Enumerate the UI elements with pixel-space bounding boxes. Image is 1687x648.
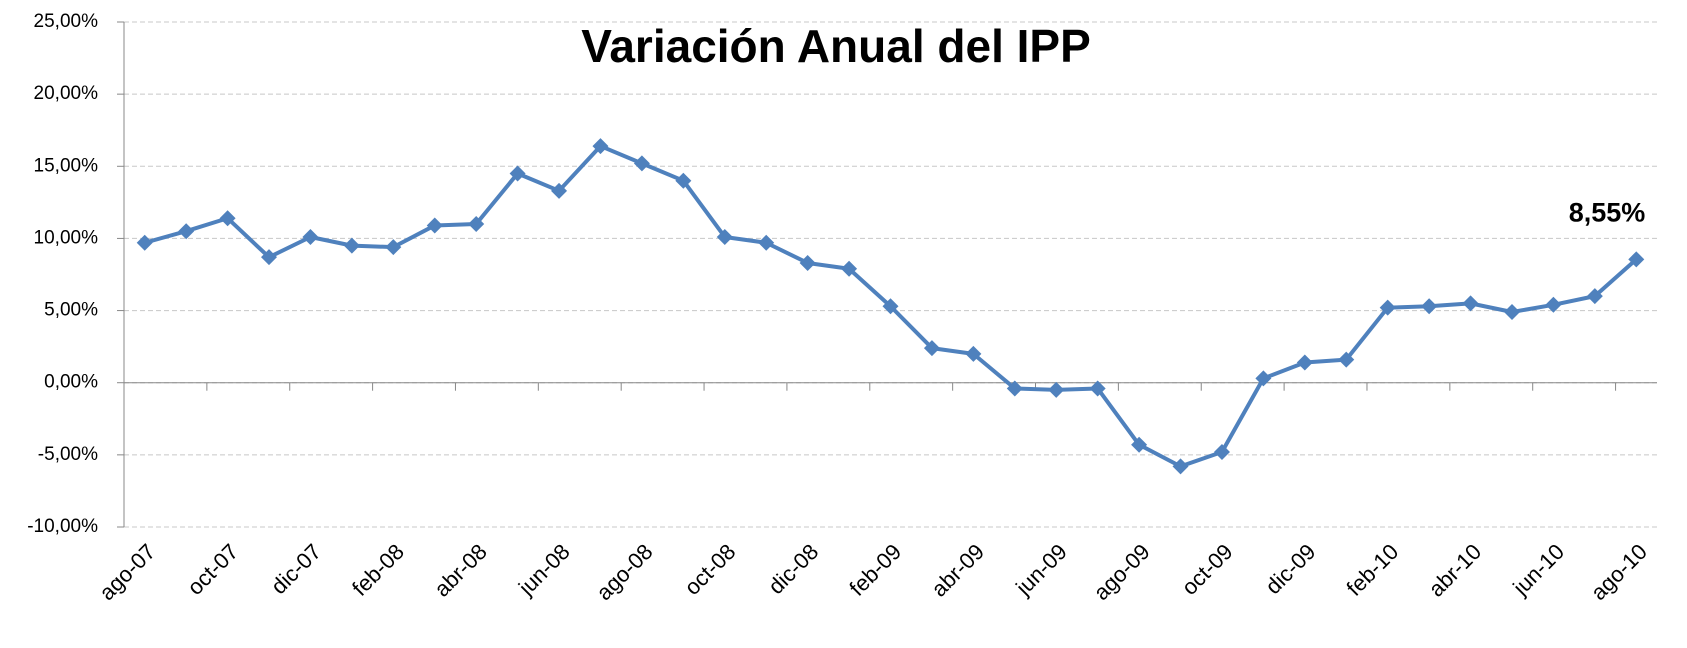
marker xyxy=(1296,354,1313,371)
x-tick-label: abr-10 xyxy=(1424,539,1487,602)
marker xyxy=(1089,380,1106,397)
x-tick-label: oct-08 xyxy=(679,539,740,600)
y-tick-label: 25,00% xyxy=(34,11,99,32)
marker xyxy=(219,210,236,227)
marker xyxy=(1586,288,1603,305)
marker xyxy=(1006,380,1023,397)
y-tick-label: 20,00% xyxy=(34,83,99,104)
marker xyxy=(716,228,733,245)
marker xyxy=(385,239,402,256)
x-tick-label: abr-08 xyxy=(429,539,492,602)
marker xyxy=(1131,436,1148,453)
y-tick-label: -5,00% xyxy=(38,444,98,465)
x-tick-label: ago-08 xyxy=(591,539,657,605)
y-tick-label: 5,00% xyxy=(44,300,98,321)
x-tick-label: feb-10 xyxy=(1342,539,1404,601)
marker xyxy=(426,217,443,234)
marker xyxy=(1048,381,1065,398)
marker xyxy=(1503,304,1520,321)
marker xyxy=(841,260,858,277)
marker xyxy=(633,155,650,172)
marker xyxy=(343,237,360,254)
marker xyxy=(1379,299,1396,316)
y-tick-label: 15,00% xyxy=(34,155,99,176)
marker xyxy=(178,223,195,240)
x-tick-label: feb-08 xyxy=(347,539,409,601)
marker xyxy=(1462,295,1479,312)
y-tick-label: 0,00% xyxy=(44,372,98,393)
marker xyxy=(923,340,940,357)
marker xyxy=(261,249,278,266)
marker xyxy=(882,298,899,315)
marker xyxy=(965,345,982,362)
chart-title: Variación Anual del IPP xyxy=(581,20,1091,72)
marker xyxy=(551,182,568,199)
marker xyxy=(1213,443,1230,460)
marker xyxy=(758,234,775,251)
value-label: 8,55% xyxy=(1569,197,1646,227)
x-tick-label: dic-09 xyxy=(1260,539,1320,599)
marker xyxy=(1421,298,1438,315)
marker xyxy=(675,172,692,189)
x-tick-label: jun-09 xyxy=(1010,539,1072,601)
y-tick-label: 10,00% xyxy=(34,227,99,248)
x-tick-label: dic-08 xyxy=(763,539,823,599)
marker xyxy=(1338,351,1355,368)
x-tick-label: dic-07 xyxy=(266,539,326,599)
x-tick-label: feb-09 xyxy=(844,539,906,601)
marker xyxy=(1545,296,1562,313)
x-tick-label: ago-07 xyxy=(94,539,160,605)
x-tick-label: jun-08 xyxy=(513,539,575,601)
x-tick-label: ago-10 xyxy=(1586,539,1652,605)
marker xyxy=(302,228,319,245)
marker xyxy=(1172,458,1189,475)
marker xyxy=(1628,251,1645,268)
marker xyxy=(1255,370,1272,387)
marker xyxy=(136,234,153,251)
x-tick-label: jun-10 xyxy=(1507,539,1569,601)
x-tick-label: ago-09 xyxy=(1089,539,1155,605)
marker xyxy=(509,165,526,182)
x-tick-label: oct-09 xyxy=(1177,539,1238,600)
marker xyxy=(592,138,609,155)
marker xyxy=(468,216,485,232)
x-tick-label: abr-09 xyxy=(926,539,989,602)
x-tick-label: oct-07 xyxy=(182,539,243,600)
y-tick-label: -10,00% xyxy=(27,516,98,537)
marker xyxy=(799,254,816,271)
